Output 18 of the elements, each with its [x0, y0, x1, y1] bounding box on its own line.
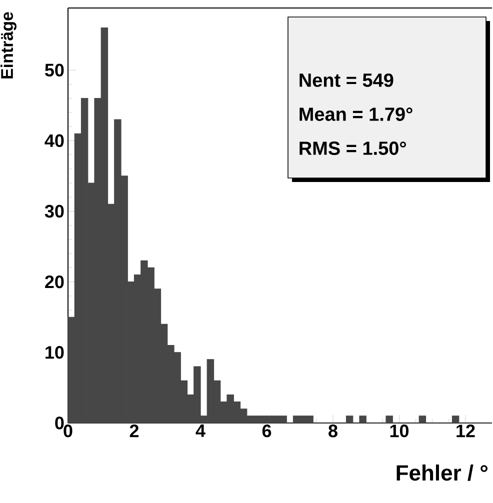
annotation: RMS = 1.50°	[300, 142, 406, 155]
x-tick-label: 2	[130, 424, 139, 438]
y-tick-label: 20	[45, 275, 64, 288]
y-tick-label: 10	[46, 346, 64, 359]
x-tick-label: 6	[262, 424, 272, 438]
x-tick-label: 0	[64, 424, 72, 438]
y-tick-label: 30	[44, 204, 64, 218]
annotation: Nent = 549	[300, 73, 394, 87]
y-tick-label: 0	[55, 416, 64, 430]
y-tick-label: 50	[44, 64, 64, 76]
x-tick-label: 10	[390, 424, 409, 438]
y-axis-title: Einträge	[0, 12, 16, 78]
x-tick-label: 8	[328, 424, 338, 438]
y-tick-label: 40	[44, 134, 64, 148]
annotation: Mean = 1.79°	[300, 108, 412, 121]
x-axis-title: Fehler / °	[396, 464, 488, 481]
x-tick-label: 12	[456, 424, 475, 438]
x-tick-label: 4	[196, 424, 206, 437]
